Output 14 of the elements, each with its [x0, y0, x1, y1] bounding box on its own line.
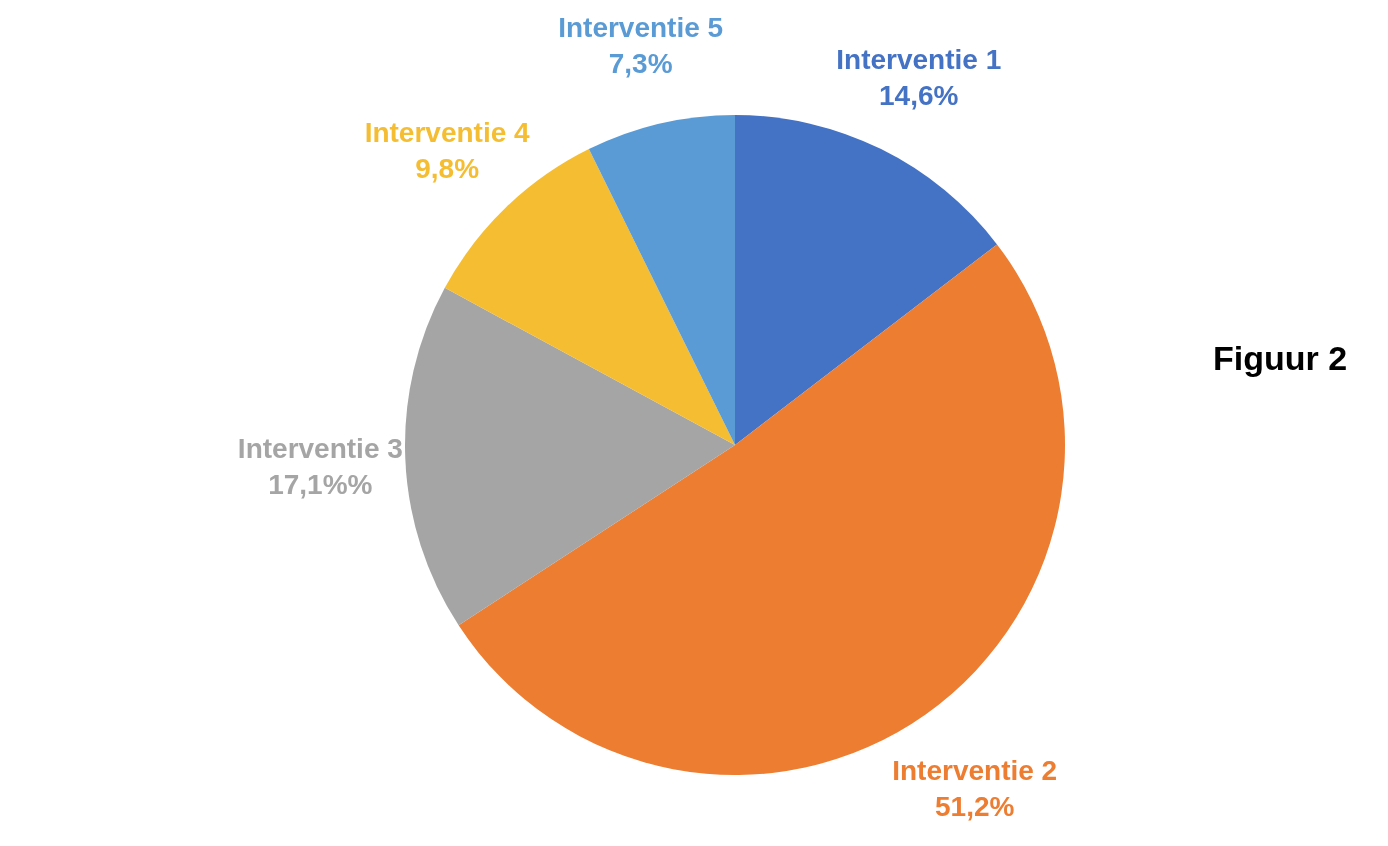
data-label: 51,2%	[934, 790, 1015, 822]
data-label: 17,1%%	[268, 468, 373, 500]
text: Figuur 2	[1213, 339, 1348, 377]
slice-label: Interventie 5	[558, 11, 724, 43]
data-label: 14,6%	[879, 79, 959, 111]
pie-slice	[735, 115, 998, 445]
pie-slice	[405, 287, 735, 626]
slice-label: Interventie 4	[364, 117, 531, 149]
slice-label: Interventie 2	[892, 754, 1058, 786]
data-label: 7,3%	[608, 47, 673, 79]
slice-label: Interventie 3	[237, 432, 403, 464]
pie-slice	[588, 115, 735, 445]
data-label: 9,8%	[415, 153, 480, 185]
slice-label: Interventie 1	[836, 43, 1002, 75]
